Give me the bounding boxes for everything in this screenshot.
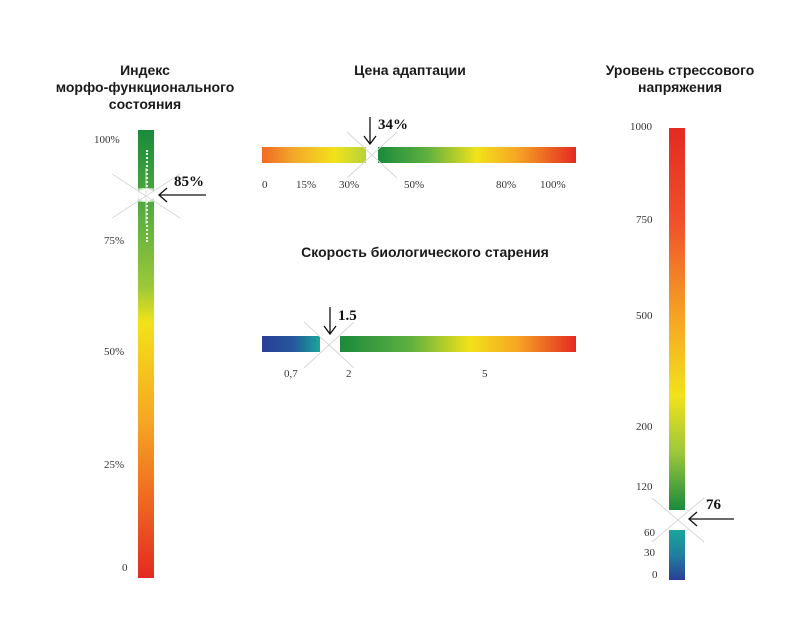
adaptation-title: Цена адаптации — [354, 62, 466, 78]
adaptation-bar-right — [378, 147, 576, 163]
stress-tick-200: 200 — [636, 421, 653, 433]
aging-tick-5: 5 — [482, 368, 488, 380]
stress-value: 76 — [706, 497, 721, 513]
stress-title-line-1: Уровень стрессового — [605, 62, 755, 78]
stress-tick-1000: 1000 — [630, 121, 652, 133]
adaptation-tick-80: 80% — [496, 179, 517, 191]
aging-bar-right — [340, 336, 576, 352]
stress-tick-30: 30 — [644, 547, 655, 559]
stress-tick-60: 60 — [644, 527, 655, 539]
aging-value: 1.5 — [338, 308, 357, 324]
aging-bar-left — [262, 336, 320, 352]
left-tick-100: 100% — [94, 134, 120, 146]
stress-bar-lower — [669, 530, 685, 580]
adaptation-bar-left — [262, 147, 366, 163]
aging-tick-0-7: 0,7 — [284, 368, 298, 380]
adaptation-tick-0: 0 — [262, 179, 268, 191]
left-arrow-icon — [158, 187, 206, 203]
left-title-line-1: Индекс — [120, 62, 170, 78]
stress-tick-500: 500 — [636, 310, 653, 322]
adaptation-arrow-icon — [363, 117, 377, 146]
left-title-line-3: состояния — [108, 96, 182, 112]
left-title-line-2: морфо-функционального — [55, 79, 235, 95]
adaptation-tick-30: 30% — [339, 179, 360, 191]
adaptation-value: 34% — [378, 117, 408, 133]
left-tick-25: 25% — [104, 459, 125, 471]
left-tick-50: 50% — [104, 346, 125, 358]
aging-arrow-icon — [323, 307, 337, 336]
left-tick-75: 75% — [104, 235, 125, 247]
stress-tick-750: 750 — [636, 214, 653, 226]
stress-arrow-icon — [688, 511, 734, 527]
stress-title: Уровень стрессового напряжения — [585, 62, 775, 96]
stress-tick-120: 120 — [636, 481, 653, 493]
adaptation-tick-15: 15% — [296, 179, 317, 191]
stress-tick-0: 0 — [652, 569, 658, 581]
left-title: Индекс морфо-функционального состояния — [50, 62, 240, 113]
adaptation-tick-100: 100% — [540, 179, 566, 191]
aging-tick-2: 2 — [346, 368, 352, 380]
stress-title-line-2: напряжения — [638, 79, 722, 95]
aging-title: Скорость биологического старения — [301, 244, 549, 260]
adaptation-tick-50: 50% — [404, 179, 425, 191]
left-tick-0: 0 — [122, 562, 128, 574]
left-dotted-line — [146, 150, 148, 242]
stress-bar-upper — [669, 128, 685, 510]
left-value: 85% — [174, 174, 204, 190]
left-scale-bar — [138, 130, 154, 578]
